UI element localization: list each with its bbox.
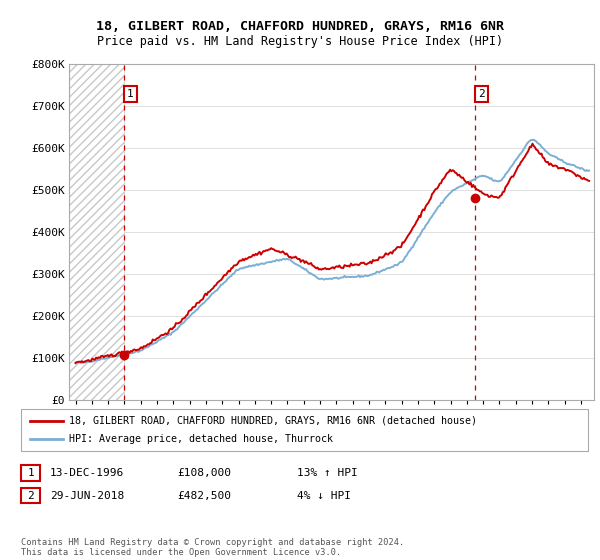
Text: 13% ↑ HPI: 13% ↑ HPI (297, 468, 358, 478)
Text: 1: 1 (27, 468, 34, 478)
Text: 1: 1 (127, 89, 134, 99)
Text: 18, GILBERT ROAD, CHAFFORD HUNDRED, GRAYS, RM16 6NR (detached house): 18, GILBERT ROAD, CHAFFORD HUNDRED, GRAY… (69, 416, 477, 426)
Bar (69, 64, 124, 400)
Text: 4% ↓ HPI: 4% ↓ HPI (297, 491, 351, 501)
Text: Price paid vs. HM Land Registry's House Price Index (HPI): Price paid vs. HM Land Registry's House … (97, 35, 503, 48)
Text: 2: 2 (27, 491, 34, 501)
Text: 2: 2 (478, 89, 485, 99)
Text: 29-JUN-2018: 29-JUN-2018 (50, 491, 124, 501)
Text: 13-DEC-1996: 13-DEC-1996 (50, 468, 124, 478)
Text: 18, GILBERT ROAD, CHAFFORD HUNDRED, GRAYS, RM16 6NR: 18, GILBERT ROAD, CHAFFORD HUNDRED, GRAY… (96, 20, 504, 32)
Text: £482,500: £482,500 (177, 491, 231, 501)
Text: Contains HM Land Registry data © Crown copyright and database right 2024.
This d: Contains HM Land Registry data © Crown c… (21, 538, 404, 557)
Text: HPI: Average price, detached house, Thurrock: HPI: Average price, detached house, Thur… (69, 434, 333, 444)
Text: £108,000: £108,000 (177, 468, 231, 478)
